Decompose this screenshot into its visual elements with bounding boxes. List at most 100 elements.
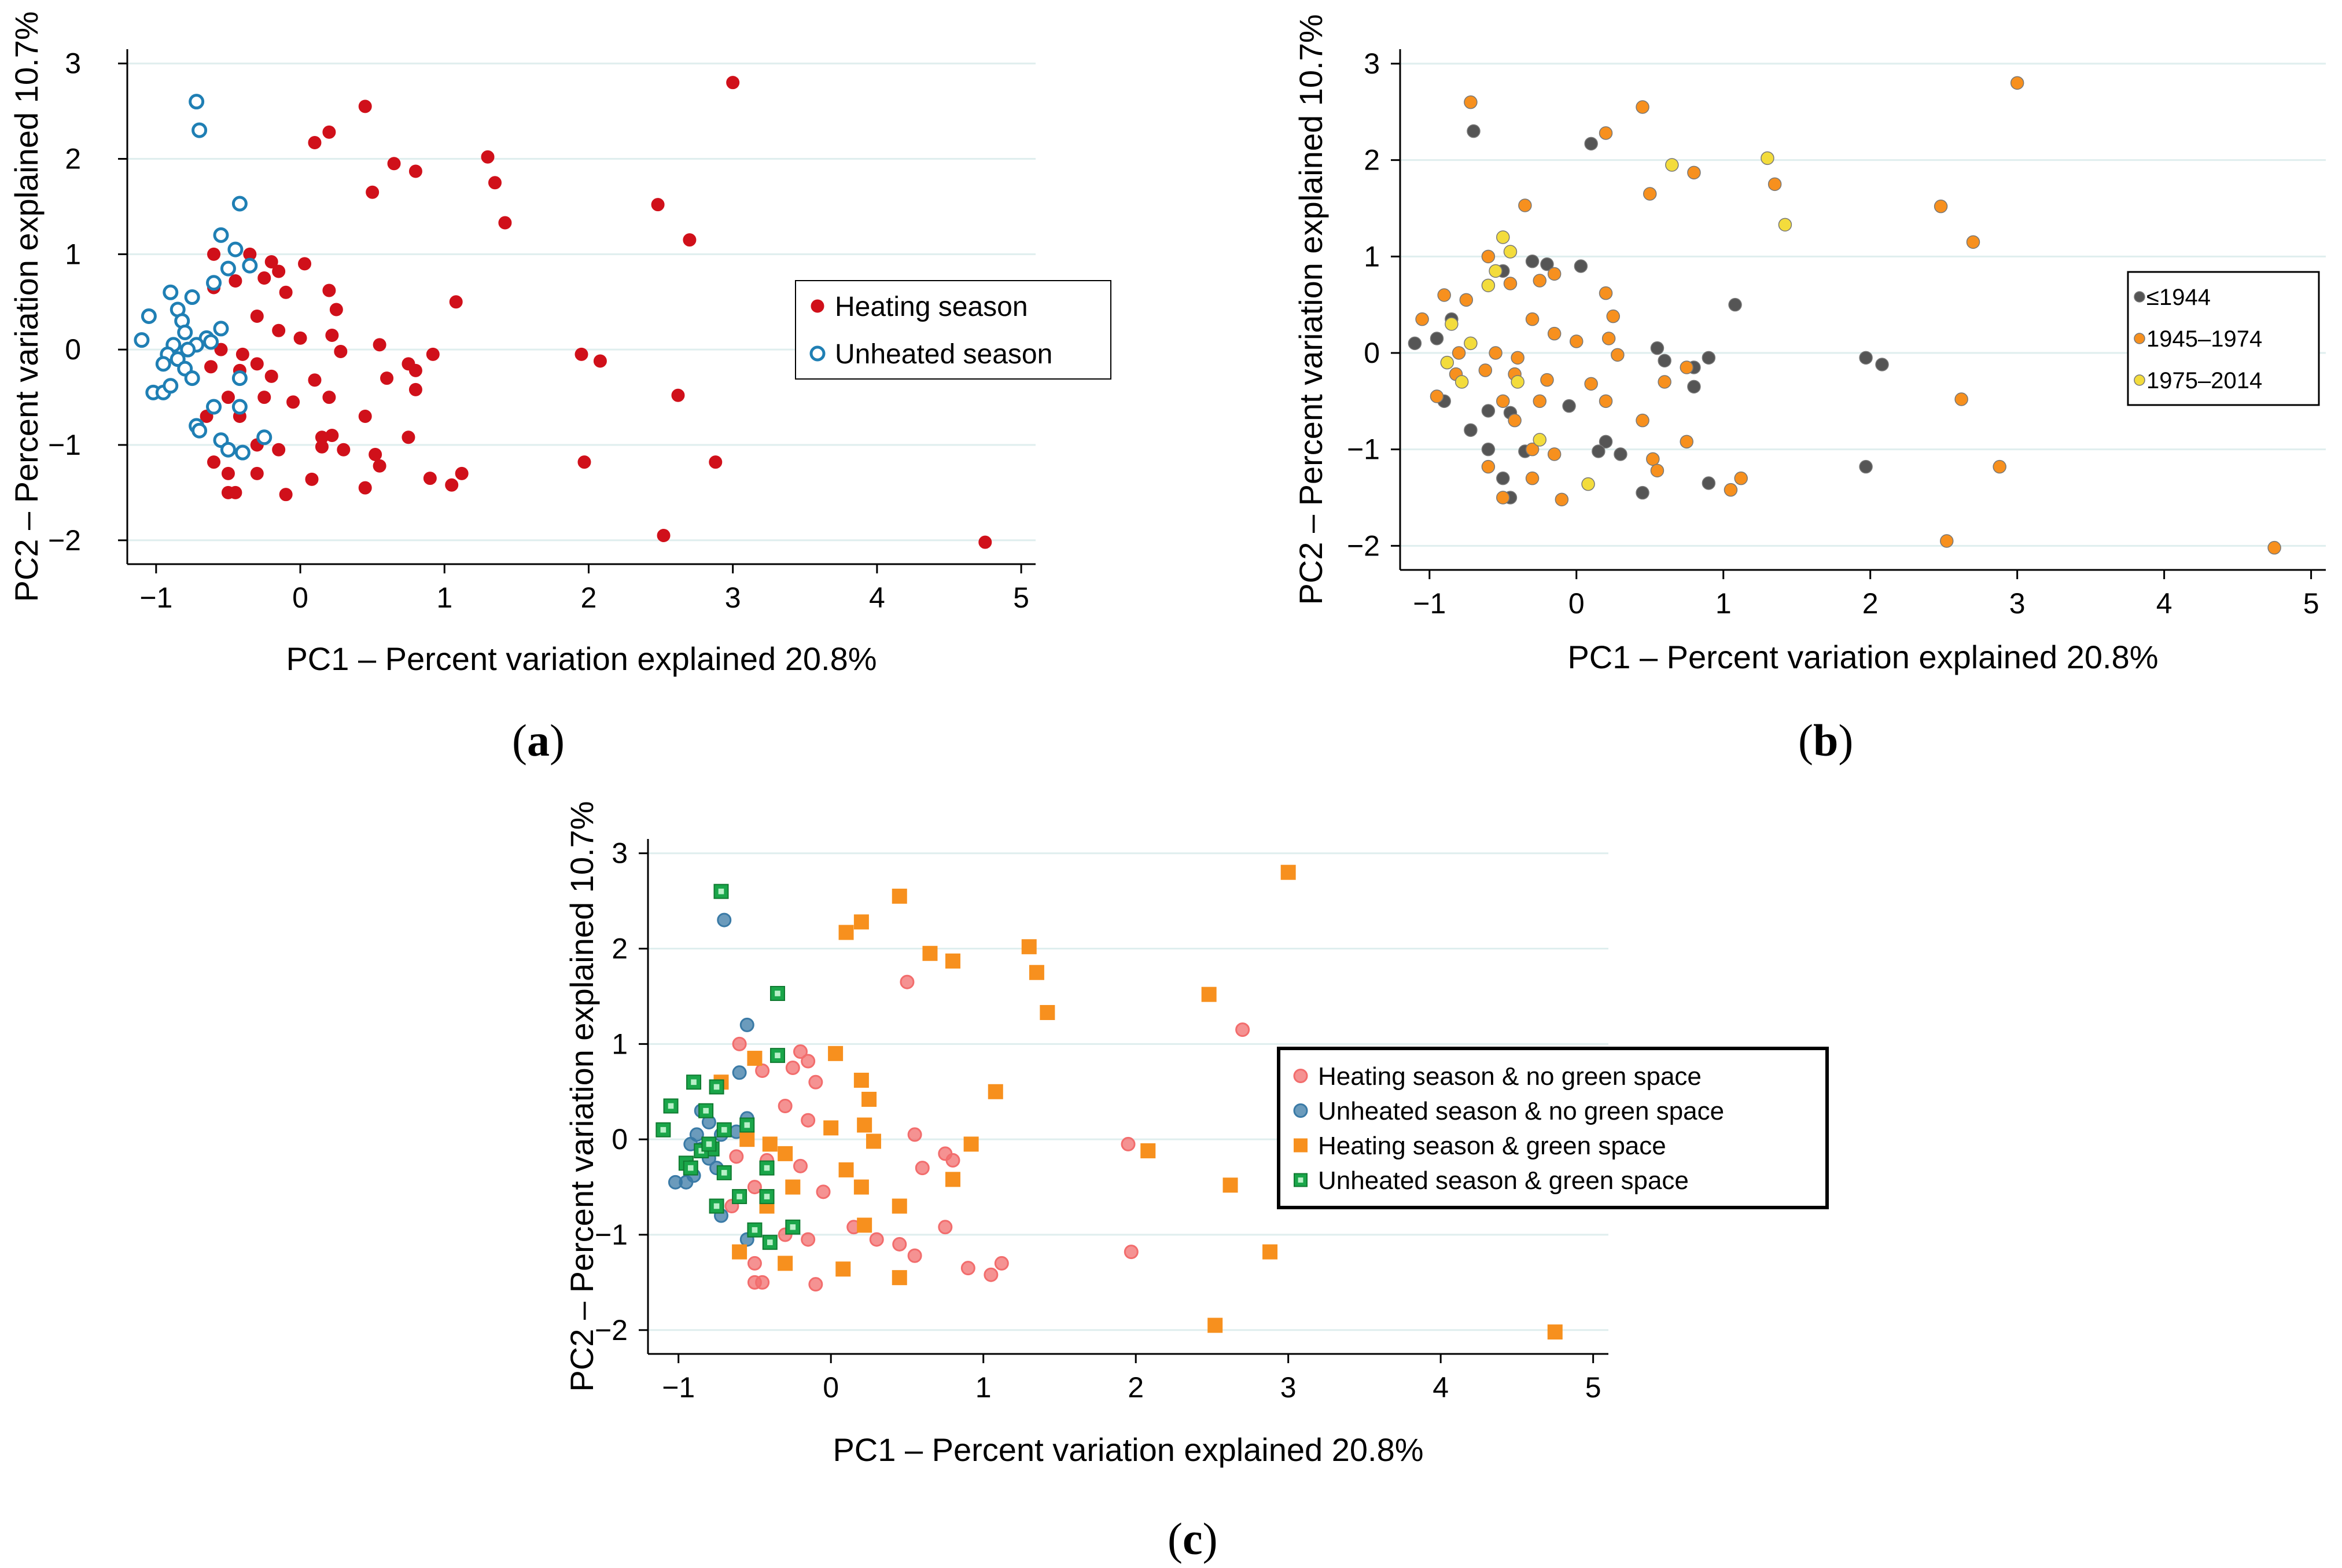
data-point-a-0 <box>250 357 264 371</box>
data-point-c-0 <box>984 1267 999 1282</box>
data-point-b-0 <box>1650 341 1665 355</box>
data-point-b-1 <box>1478 363 1493 377</box>
x-tick-label-c: 4 <box>1433 1371 1449 1404</box>
data-point-a-0 <box>229 485 242 499</box>
data-point-c-3-inner <box>790 1224 796 1230</box>
data-point-b-1 <box>1601 332 1616 345</box>
data-point-b-2 <box>1496 230 1510 244</box>
data-point-a-1 <box>231 196 248 212</box>
series-b-0 <box>1408 124 1889 505</box>
data-point-c-0 <box>808 1277 823 1292</box>
data-point-a-1 <box>189 94 205 110</box>
data-point-a-0 <box>264 255 278 269</box>
legend-marker-a-0 <box>811 299 824 313</box>
data-point-b-1 <box>1724 483 1738 497</box>
y-tick-label-b: 3 <box>1364 47 1380 80</box>
data-point-c-0 <box>793 1158 808 1173</box>
data-point-a-0 <box>369 447 382 461</box>
data-point-c-2 <box>739 1132 755 1147</box>
data-point-c-0 <box>755 1275 770 1290</box>
data-point-b-0 <box>1636 485 1649 500</box>
data-point-c-2 <box>988 1084 1003 1099</box>
data-point-b-1 <box>1650 463 1665 478</box>
legend-label-b-1: 1945–1974 <box>2146 326 2262 352</box>
x-tick-label-a: 2 <box>581 581 597 614</box>
data-point-a-1 <box>203 334 219 350</box>
data-point-c-3-inner <box>752 1227 758 1233</box>
data-point-a-0 <box>235 347 249 361</box>
data-point-a-0 <box>380 371 394 385</box>
data-point-a-0 <box>449 295 463 309</box>
data-point-b-1 <box>1547 447 1562 461</box>
data-point-c-2 <box>853 1072 869 1088</box>
legend-marker-c-1 <box>1293 1103 1308 1118</box>
data-point-b-0 <box>1702 476 1716 490</box>
data-point-a-1 <box>155 356 171 372</box>
data-point-c-3-inner <box>687 1165 694 1171</box>
data-point-a-0 <box>257 271 271 285</box>
data-point-c-2 <box>1140 1143 1156 1158</box>
data-point-c-0 <box>755 1063 770 1078</box>
data-point-c-2 <box>922 945 938 961</box>
data-point-c-2 <box>838 1162 854 1177</box>
data-point-c-3-inner <box>691 1079 697 1085</box>
data-point-b-1 <box>1525 471 1540 485</box>
series-b-2 <box>1440 151 1792 491</box>
x-tick-label-c: 5 <box>1585 1371 1601 1404</box>
legend-label-c-3: Unheated season & green space <box>1318 1166 1689 1195</box>
legend-marker-a-1 <box>809 345 826 362</box>
data-point-b-1 <box>1540 373 1554 387</box>
data-point-c-2 <box>1547 1324 1563 1340</box>
data-point-c-3-inner <box>668 1103 674 1109</box>
data-point-a-0 <box>358 481 372 495</box>
data-point-a-0 <box>298 257 312 271</box>
data-point-c-3-inner <box>698 1148 705 1154</box>
y-tick-label-b: −2 <box>1347 529 1380 562</box>
data-point-b-1 <box>1430 389 1444 403</box>
data-point-b-1 <box>1547 326 1562 341</box>
data-point-c-3 <box>663 1098 679 1114</box>
data-point-a-0 <box>671 388 685 402</box>
data-point-a-0 <box>221 466 235 480</box>
legend-label-a-1: Unheated season <box>835 339 1052 370</box>
data-point-b-2 <box>1481 278 1496 293</box>
data-point-c-0 <box>869 1232 884 1247</box>
data-point-a-0 <box>358 410 372 424</box>
series-c-2 <box>713 864 1563 1340</box>
data-point-a-0 <box>207 247 221 261</box>
data-point-a-0 <box>577 455 591 469</box>
legend-marker-b-0 <box>2134 291 2145 303</box>
data-point-a-0 <box>651 198 665 212</box>
data-point-a-0 <box>408 363 422 377</box>
data-point-b-2 <box>1665 158 1679 172</box>
data-point-a-1 <box>180 341 196 358</box>
y-axis-title-c: PC2 – Percent variation explained 10.7% <box>564 801 600 1392</box>
legend-a: Heating season Unheated season <box>795 280 1111 380</box>
data-point-a-0 <box>334 344 348 358</box>
data-point-c-2 <box>866 1133 881 1149</box>
data-point-b-1 <box>1570 334 1584 348</box>
data-point-b-1 <box>1496 491 1510 505</box>
data-point-b-2 <box>1454 375 1469 389</box>
data-point-a-1 <box>184 370 200 387</box>
data-point-b-1 <box>1584 377 1598 391</box>
data-point-a-0 <box>272 443 286 457</box>
data-point-a-0 <box>402 430 415 444</box>
panel-label-a: (a) <box>512 715 565 765</box>
y-tick-label-b: 2 <box>1364 144 1380 176</box>
data-point-b-0 <box>1614 447 1627 461</box>
legend-marker-b-2 <box>2134 374 2145 386</box>
legend-label-c-2: Heating season & green space <box>1318 1132 1666 1160</box>
data-point-b-0 <box>1592 444 1605 458</box>
data-point-b-2 <box>1581 477 1595 491</box>
data-point-c-0 <box>938 1220 953 1235</box>
data-point-b-1 <box>1508 413 1522 428</box>
x-tick-label-c: 0 <box>823 1371 839 1404</box>
data-point-b-1 <box>1611 348 1625 362</box>
series-c-3 <box>656 884 801 1250</box>
data-point-b-1 <box>1437 288 1451 302</box>
series-b-1 <box>1415 76 2281 555</box>
data-point-a-0 <box>423 472 437 485</box>
data-point-a-1 <box>220 441 236 458</box>
